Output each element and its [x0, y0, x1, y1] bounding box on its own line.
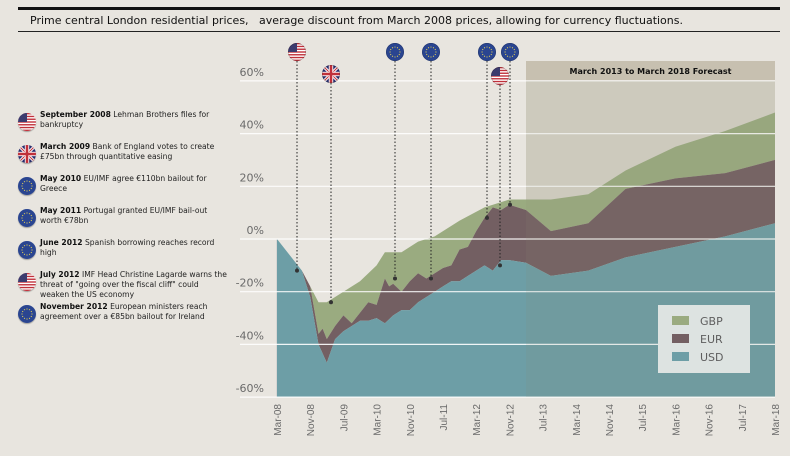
- x-tick-label: Nov-08: [306, 404, 317, 437]
- x-tick-label: Nov-10: [406, 404, 417, 437]
- event-date: November 2012: [40, 302, 108, 311]
- legend-label-eur: EUR: [700, 333, 723, 346]
- x-tick-label: Jul-13: [539, 404, 550, 432]
- header-rule: [18, 7, 780, 10]
- x-tick-label: Mar-12: [472, 404, 483, 436]
- x-tick-label: Nov-16: [705, 404, 716, 437]
- x-tick-label: Jul-11: [439, 404, 450, 431]
- event-item: November 2012 European ministers reach a…: [18, 302, 228, 332]
- x-tick-label: Nov-14: [605, 404, 616, 437]
- x-tick-label: Jul-15: [638, 404, 649, 432]
- us-flag-icon: [18, 273, 36, 291]
- eu-flag-icon: [501, 43, 519, 61]
- x-tick-label: Nov-12: [505, 404, 516, 437]
- event-marker-dot: [498, 263, 502, 268]
- forecast-label: March 2013 to March 2018 Forecast: [570, 67, 732, 76]
- event-marker-dot: [329, 300, 333, 305]
- y-tick-label: 0%: [247, 224, 264, 237]
- event-item: June 2012 Spanish borrowing reaches reco…: [18, 238, 228, 268]
- legend-swatch-eur: [672, 334, 689, 343]
- y-tick-label: -60%: [236, 382, 264, 395]
- x-tick-label: Jul-17: [738, 404, 749, 432]
- eu-flag-icon: [18, 305, 36, 323]
- eu-flag-icon: [386, 43, 404, 61]
- event-item: May 2010 EU/IMF agree €110bn bailout for…: [18, 174, 228, 204]
- event-description: EU/IMF agree €110bn bailout for Greece: [40, 174, 207, 193]
- legend-label-usd: USD: [700, 351, 724, 364]
- event-description: IMF Head Christine Lagarde warns the thr…: [40, 270, 227, 299]
- y-tick-label: 40%: [240, 119, 264, 132]
- event-marker-dot: [508, 202, 512, 207]
- x-tick-label: Mar-16: [671, 404, 682, 436]
- us-flag-icon: [18, 113, 36, 131]
- event-marker-dot: [429, 276, 433, 281]
- event-marker-dot: [295, 268, 299, 273]
- x-tick-label: Mar-14: [572, 404, 583, 436]
- event-description: Portugal granted EU/IMF bail-out worth €…: [40, 206, 208, 225]
- event-date: May 2011: [40, 206, 82, 215]
- uk-flag-icon: [18, 145, 36, 163]
- x-tick-label: Mar-08: [273, 404, 284, 436]
- eu-flag-icon: [18, 177, 36, 195]
- event-item: May 2011 Portugal granted EU/IMF bail-ou…: [18, 206, 228, 236]
- event-description: Bank of England votes to create £75bn th…: [40, 142, 215, 161]
- event-marker-dot: [485, 215, 489, 220]
- event-item: September 2008 Lehman Brothers files for…: [18, 110, 228, 140]
- y-tick-label: -40%: [236, 329, 264, 342]
- legend-label-gbp: GBP: [700, 315, 723, 328]
- gbp-area: [277, 112, 775, 340]
- eu-flag-icon: [18, 241, 36, 259]
- event-description: Spanish borrowing reaches record high: [40, 238, 215, 257]
- x-tick-label: Jul-09: [339, 404, 350, 432]
- eu-flag-icon: [18, 209, 36, 227]
- event-description: Lehman Brothers files for bankruptcy: [40, 110, 210, 129]
- eu-flag-icon: [422, 43, 440, 61]
- title-rule: [18, 31, 780, 32]
- event-date: July 2012: [40, 270, 80, 279]
- event-item: March 2009 Bank of England votes to crea…: [18, 142, 228, 172]
- y-tick-label: 20%: [240, 171, 264, 184]
- forecast-header-band: [526, 61, 775, 81]
- event-date: May 2010: [40, 174, 82, 183]
- event-list: September 2008 Lehman Brothers files for…: [18, 110, 228, 334]
- us-flag-icon: [288, 43, 306, 61]
- event-date: March 2009: [40, 142, 91, 151]
- event-marker-dot: [393, 276, 397, 281]
- eur-area: [277, 159, 775, 363]
- usd-area: [277, 223, 775, 398]
- eu-flag-icon: [478, 43, 496, 61]
- event-item: July 2012 IMF Head Christine Lagarde war…: [18, 270, 228, 300]
- legend-swatch-gbp: [672, 316, 689, 325]
- event-date: June 2012: [40, 238, 83, 247]
- legend-swatch-usd: [672, 352, 689, 361]
- y-tick-label: -20%: [236, 277, 264, 290]
- us-flag-icon: [491, 67, 509, 85]
- x-tick-label: Mar-18: [771, 404, 782, 436]
- chart-title: Prime central London residential prices,…: [30, 14, 683, 27]
- uk-flag-icon: [322, 65, 340, 83]
- y-tick-label: 60%: [240, 66, 264, 79]
- event-description: European ministers reach agreement over …: [40, 302, 208, 321]
- x-tick-label: Mar-10: [373, 404, 384, 436]
- event-date: September 2008: [40, 110, 111, 119]
